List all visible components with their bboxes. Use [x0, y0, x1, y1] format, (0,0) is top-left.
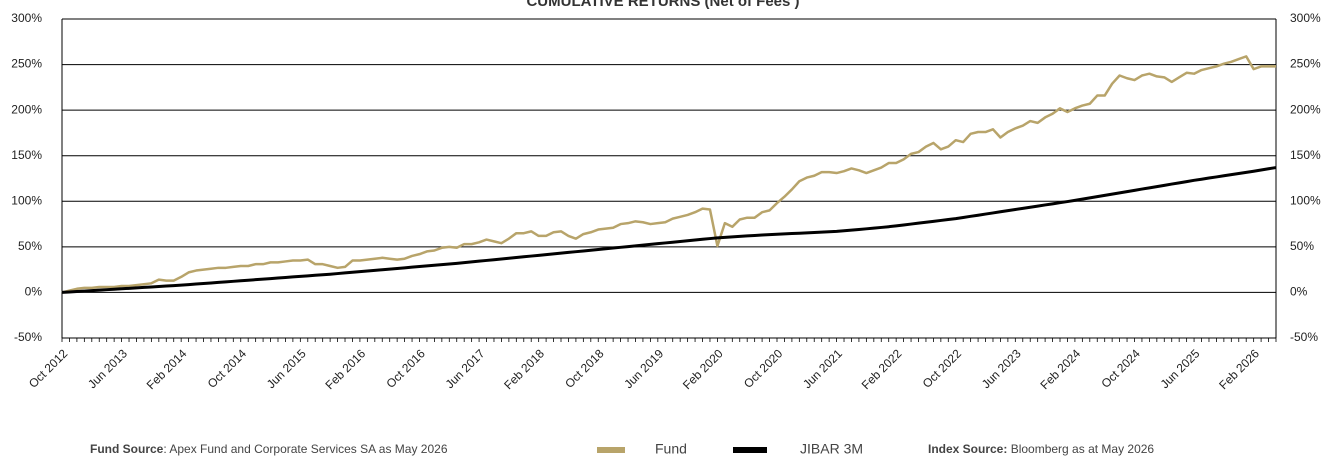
y2-tick-label: 250% — [1290, 57, 1321, 71]
x-tick-label: Jun 2017 — [443, 346, 488, 391]
series-line — [61, 55, 1276, 294]
x-tick-label: Oct 2012 — [26, 346, 71, 391]
x-tick-label: Feb 2026 — [1216, 346, 1262, 392]
legend-label: JIBAR 3M — [800, 441, 863, 456]
x-tick-label: Oct 2014 — [205, 346, 250, 391]
x-tick-label: Feb 2014 — [144, 346, 190, 392]
x-tick-label: Feb 2022 — [859, 346, 905, 392]
series-line — [61, 166, 1277, 294]
x-tick-label: Oct 2024 — [1099, 346, 1144, 391]
y-tick-label: 50% — [18, 239, 42, 253]
x-tick-label: Feb 2018 — [501, 346, 547, 392]
x-tick-label: Jun 2025 — [1158, 346, 1203, 391]
y-tick-label: -50% — [14, 330, 42, 344]
x-tick-label: Feb 2024 — [1038, 346, 1084, 392]
x-tick-label: Jun 2023 — [979, 346, 1024, 391]
index-source-text: Bloomberg as at May 2026 — [1007, 442, 1154, 456]
chart-title: CUMULATIVE RETURNS (Net of Fees ) — [526, 0, 799, 10]
index-source: Index Source: Bloomberg as at May 2026 — [928, 442, 1154, 456]
y-tick-label: 250% — [11, 57, 42, 71]
y-tick-label: 150% — [11, 148, 42, 162]
y2-tick-label: 200% — [1290, 102, 1321, 116]
legend-swatch — [597, 447, 625, 453]
x-tick-label: Jun 2019 — [621, 346, 666, 391]
y2-tick-label: 300% — [1290, 11, 1321, 25]
x-tick-label: Oct 2016 — [384, 346, 429, 391]
y-tick-label: 200% — [11, 102, 42, 116]
x-tick-label: Feb 2020 — [680, 346, 726, 392]
y-tick-label: 100% — [11, 193, 42, 207]
legend-label: Fund — [655, 441, 687, 456]
y2-tick-label: 100% — [1290, 193, 1321, 207]
y2-tick-label: 0% — [1290, 285, 1308, 299]
fund-source: Fund Source: Apex Fund and Corporate Ser… — [90, 442, 448, 456]
x-tick-label: Feb 2016 — [323, 346, 369, 392]
x-tick-label: Oct 2020 — [741, 346, 786, 391]
x-tick-label: Jun 2013 — [85, 346, 130, 391]
x-tick-label: Jun 2021 — [800, 346, 845, 391]
x-tick-label: Oct 2018 — [562, 346, 607, 391]
y-tick-label: 0% — [25, 285, 43, 299]
fund-source-text: : Apex Fund and Corporate Services SA as… — [163, 442, 447, 456]
y2-tick-label: 50% — [1290, 239, 1314, 253]
y2-tick-label: 150% — [1290, 148, 1321, 162]
y2-tick-label: -50% — [1290, 330, 1318, 344]
fund-source-label: Fund Source — [90, 442, 164, 456]
x-tick-label: Jun 2015 — [264, 346, 309, 391]
legend-swatch — [733, 447, 767, 453]
index-source-label: Index Source: — [928, 442, 1007, 456]
y-tick-label: 300% — [11, 11, 42, 25]
x-tick-label: Oct 2022 — [920, 346, 965, 391]
